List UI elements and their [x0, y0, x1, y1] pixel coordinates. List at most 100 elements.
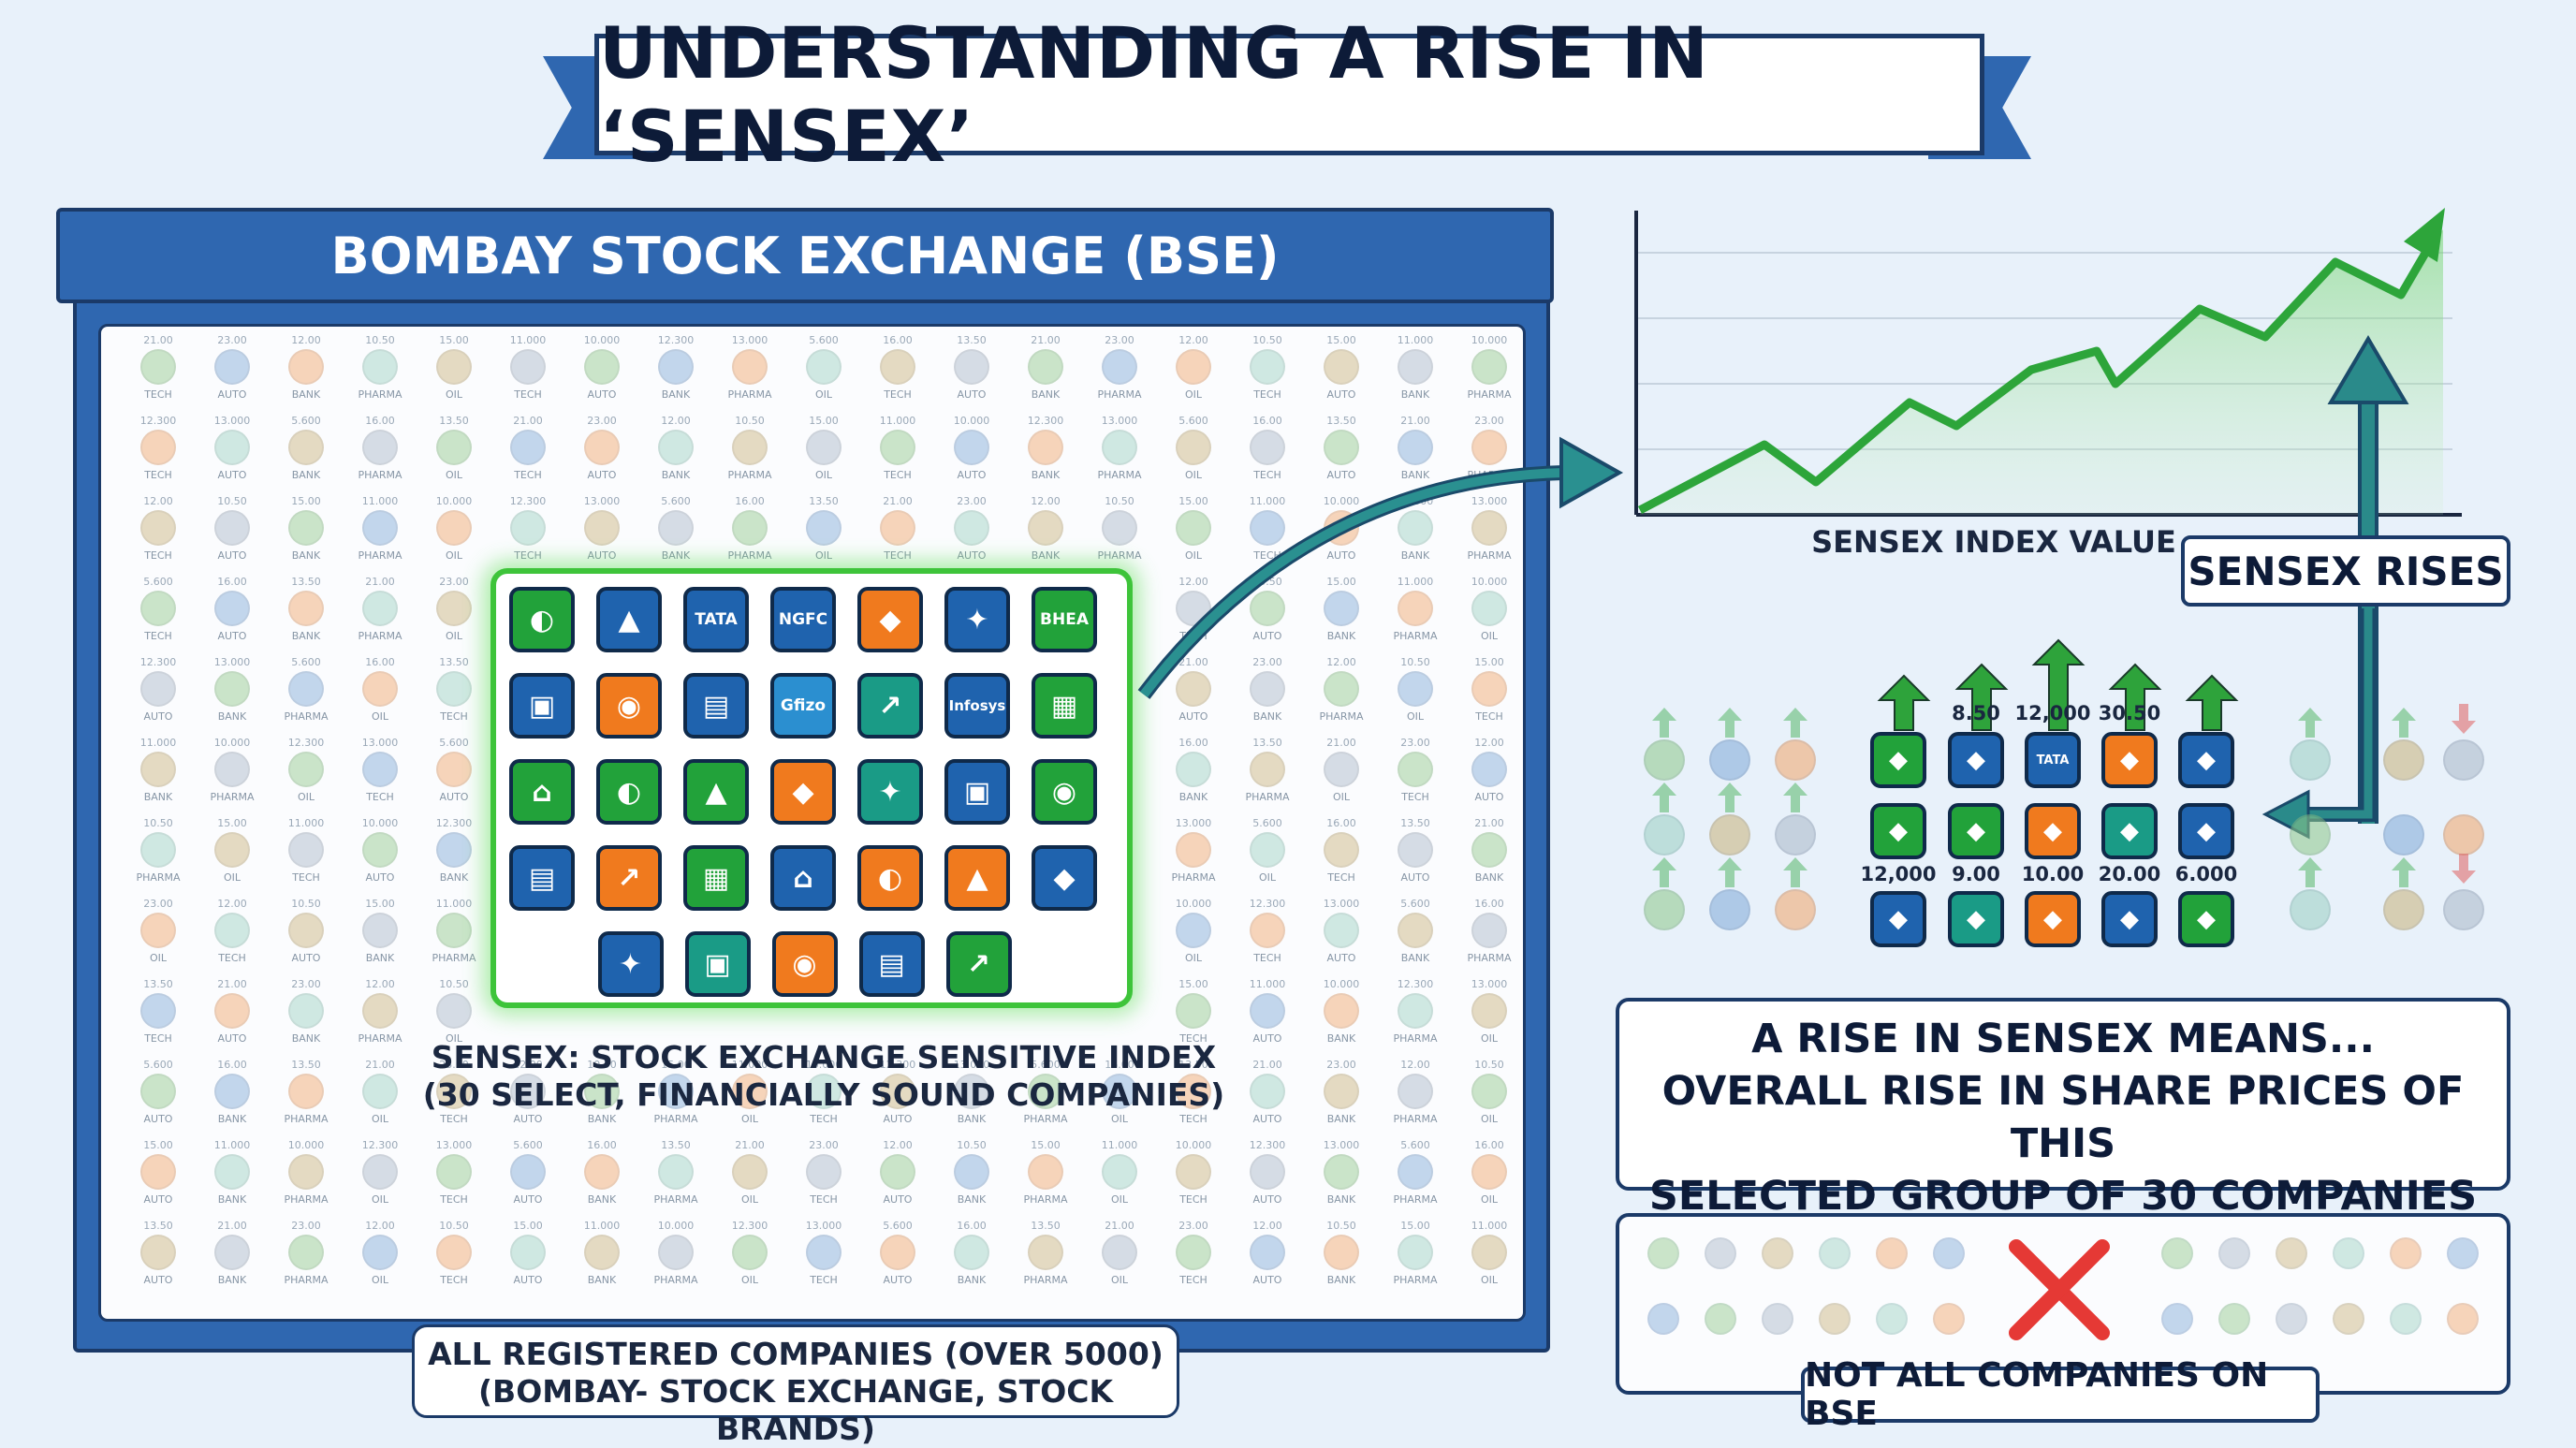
bse-company-token: 10.000 AUTO [931, 415, 1012, 503]
bse-company-logo [214, 430, 250, 465]
bse-company-value: 13.000 [213, 415, 251, 427]
up-arrow-icon [1652, 708, 1676, 738]
bse-company-logo [1324, 993, 1359, 1029]
bse-company-value: 5.600 [439, 737, 469, 749]
excluded-company-token [1647, 1303, 1679, 1335]
bse-company-value: 13.000 [1175, 817, 1212, 829]
bse-company-value: 5.600 [661, 495, 691, 507]
bse-company-sector: PHARMA [358, 630, 402, 642]
excluded-company-token [2218, 1237, 2250, 1269]
bse-company-logo [954, 1154, 989, 1190]
bse-company-token: 12.300 BANK [414, 817, 494, 905]
bse-company-token: 10.000 PHARMA [192, 737, 272, 825]
bse-company-logo [806, 510, 842, 546]
bse-company-token: 15.00 AUTO [1301, 334, 1382, 422]
bse-company-logo [214, 832, 250, 868]
bse-company-sector: OIL [445, 1032, 463, 1045]
bse-company-value: 10.000 [213, 737, 251, 749]
bse-company-logo [1471, 510, 1507, 546]
down-arrow-icon [2452, 704, 2476, 734]
bse-company-logo [584, 1074, 620, 1109]
bse-company-logo [1471, 993, 1507, 1029]
rising-company-tile: ◆ [1870, 803, 1926, 859]
bse-company-token: 11.000 TECH [857, 415, 938, 503]
bse-company-sector: AUTO [1252, 630, 1282, 642]
sensex-company-tile: ◆ [857, 587, 923, 652]
sensex-company-tile: ▲ [596, 587, 662, 652]
sensex-caption-line1: SENSEX: STOCK EXCHANGE SENSITIVE INDEX [431, 1039, 1217, 1075]
bse-company-sector: OIL [445, 549, 463, 562]
bse-company-logo [584, 1154, 620, 1190]
bse-company-value: 10.000 [1323, 495, 1360, 507]
bse-company-token: 5.600 OIL [1227, 817, 1308, 905]
sensex-company-tile: ▤ [858, 931, 925, 997]
bse-company-value: 10.50 [291, 898, 321, 910]
bse-company-value: 11.000 [435, 898, 473, 910]
bse-company-token: 5.600 PHARMA [1005, 1059, 1086, 1147]
bse-company-logo [288, 1074, 324, 1109]
bse-company-sector: AUTO [587, 549, 617, 562]
bse-company-logo [1176, 1154, 1211, 1190]
bse-company-sector: BANK [1252, 710, 1282, 723]
bse-company-logo [1398, 1074, 1433, 1109]
bse-company-value: 12.00 [1178, 576, 1208, 588]
sensex-company-tile: ↗ [857, 673, 923, 739]
bse-company-value: 12.300 [509, 495, 547, 507]
bse-company-token: 12.300 AUTO [857, 1059, 938, 1147]
bse-company-sector: BANK [217, 1113, 247, 1125]
bse-company-logo [140, 993, 176, 1029]
rising-company-tile: ◆ [2178, 803, 2234, 859]
bse-company-sector: TECH [1253, 469, 1281, 481]
bse-company-sector: BANK [217, 710, 247, 723]
bse-company-value: 21.00 [513, 415, 543, 427]
bse-company-sector: AUTO [217, 469, 247, 481]
bse-company-token: 11.000 PHARMA [340, 495, 420, 583]
up-arrow-icon [1783, 708, 1808, 738]
bse-company-logo [288, 591, 324, 626]
bse-company-value: 21.00 [1252, 1059, 1282, 1071]
bse-company-sector: AUTO [1326, 469, 1356, 481]
bse-company-token: 21.00 TECH [488, 415, 568, 503]
bse-company-sector: TECH [144, 388, 172, 401]
bse-company-sector: OIL [1480, 1274, 1499, 1286]
bse-company-sector: PHARMA [1171, 871, 1216, 884]
bse-company-value: 13.50 [291, 1059, 321, 1071]
bse-company-sector: AUTO [587, 469, 617, 481]
bse-company-sector: TECH [144, 630, 172, 642]
up-arrow-icon [1877, 674, 1931, 731]
bse-company-sector: BANK [661, 549, 691, 562]
bse-company-sector: BANK [1178, 791, 1208, 803]
bse-company-value: 10.000 [1323, 978, 1360, 990]
bse-company-token: 10.000 PHARMA [1449, 334, 1530, 422]
bse-company-sector: OIL [1110, 1193, 1129, 1206]
bse-company-token: 12.00 PHARMA [1301, 656, 1382, 744]
bse-company-token: 5.600 AUTO [857, 1220, 938, 1308]
bse-company-value: 12.300 [657, 334, 695, 346]
bse-company-logo [1102, 1074, 1137, 1109]
bse-company-token: 12.00 AUTO [488, 1059, 568, 1147]
bse-company-logo [954, 510, 989, 546]
bse-company-value: 10.50 [143, 817, 173, 829]
bse-company-logo [1398, 832, 1433, 868]
bse-company-value: 10.50 [217, 495, 247, 507]
sensex-company-tile: Infosys [944, 673, 1010, 739]
bse-company-logo [1176, 430, 1211, 465]
bse-company-sector: BANK [365, 952, 395, 964]
bse-company-sector: BANK [661, 388, 691, 401]
bse-company-logo [1398, 993, 1433, 1029]
other-company-token [1644, 814, 1685, 856]
sensex-company-tile: ▣ [944, 759, 1010, 825]
bse-company-logo [1471, 752, 1507, 787]
bse-company-token: 12.300 PHARMA [1375, 978, 1456, 1066]
bse-company-token: 23.00 TECH [783, 1139, 864, 1227]
bse-company-sector: OIL [371, 1274, 389, 1286]
bse-company-logo [362, 832, 398, 868]
excluded-company-token [2161, 1237, 2193, 1269]
bse-company-logo [288, 752, 324, 787]
bse-company-token: 12.00 TECH [192, 898, 272, 986]
other-company-token [1775, 889, 1816, 930]
bse-company-sector: OIL [297, 791, 315, 803]
bse-company-token: 5.600 AUTO [414, 737, 494, 825]
sensex-company-tile: ▲ [683, 759, 749, 825]
bse-company-value: 5.600 [1400, 1139, 1430, 1151]
